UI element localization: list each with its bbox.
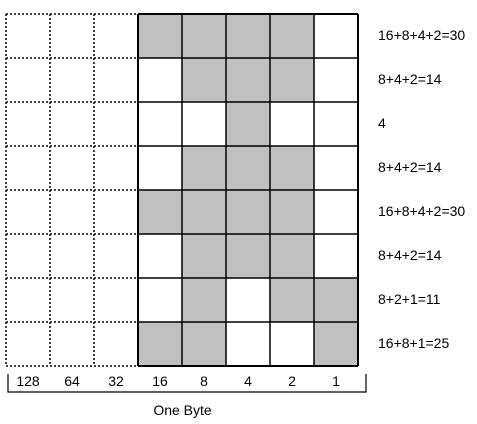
bit-weight-128: 128	[16, 373, 40, 389]
bit-weight-32: 32	[108, 373, 124, 389]
bit-cell-r5-c8-off	[314, 190, 358, 234]
bit-cell-r5-c6-on	[226, 190, 270, 234]
bit-cell-r3-c8-off	[314, 102, 358, 146]
bit-cell-r6-c1-off	[6, 234, 50, 278]
bit-cell-r1-c8-off	[314, 14, 358, 58]
bit-cell-r6-c4-off	[138, 234, 182, 278]
bit-cell-r7-c3-off	[94, 278, 138, 322]
byte-caption: One Byte	[153, 402, 212, 418]
bit-cell-r3-c1-off	[6, 102, 50, 146]
bit-cell-r2-c3-off	[94, 58, 138, 102]
bit-cell-r8-c1-off	[6, 322, 50, 366]
bit-cell-r2-c8-off	[314, 58, 358, 102]
bit-cell-r1-c4-on	[138, 14, 182, 58]
bit-weight-1: 1	[332, 373, 340, 389]
bit-cell-r5-c2-off	[50, 190, 94, 234]
bit-cell-r1-c1-off	[6, 14, 50, 58]
bit-cell-r6-c6-on	[226, 234, 270, 278]
bit-cell-r3-c7-off	[270, 102, 314, 146]
row-sum-3: 4	[378, 115, 386, 131]
bit-cell-r5-c3-off	[94, 190, 138, 234]
bit-cell-r5-c5-on	[182, 190, 226, 234]
bit-cell-r7-c2-off	[50, 278, 94, 322]
bit-cell-r1-c6-on	[226, 14, 270, 58]
bit-cell-r4-c5-on	[182, 146, 226, 190]
bit-cell-r3-c5-off	[182, 102, 226, 146]
bit-cell-r6-c7-on	[270, 234, 314, 278]
bit-cell-r2-c1-off	[6, 58, 50, 102]
bit-cell-r6-c5-on	[182, 234, 226, 278]
bit-weight-8: 8	[200, 373, 208, 389]
bit-cell-r7-c1-off	[6, 278, 50, 322]
bit-weight-2: 2	[288, 373, 296, 389]
byte-bracket	[7, 374, 367, 393]
bit-cell-r7-c5-on	[182, 278, 226, 322]
bit-cell-r3-c4-off	[138, 102, 182, 146]
bit-cell-r7-c8-on	[314, 278, 358, 322]
bit-cell-r6-c8-off	[314, 234, 358, 278]
bit-cell-r4-c3-off	[94, 146, 138, 190]
bit-cell-r8-c2-off	[50, 322, 94, 366]
bit-cell-r1-c7-on	[270, 14, 314, 58]
bit-cell-r2-c6-on	[226, 58, 270, 102]
bit-cell-r7-c4-off	[138, 278, 182, 322]
bit-cell-r4-c4-off	[138, 146, 182, 190]
row-sum-2: 8+4+2=14	[378, 71, 442, 87]
bit-cell-r7-c6-off	[226, 278, 270, 322]
bit-cell-r2-c2-off	[50, 58, 94, 102]
row-sum-1: 16+8+4+2=30	[378, 27, 466, 43]
bit-cell-r8-c5-on	[182, 322, 226, 366]
bit-cell-r4-c2-off	[50, 146, 94, 190]
bit-cell-r8-c4-on	[138, 322, 182, 366]
bit-cell-r4-c8-off	[314, 146, 358, 190]
bit-cell-r1-c5-on	[182, 14, 226, 58]
row-sum-4: 8+4+2=14	[378, 159, 442, 175]
bit-cell-r6-c2-off	[50, 234, 94, 278]
bit-cell-r1-c3-off	[94, 14, 138, 58]
row-sum-8: 16+8+1=25	[378, 335, 450, 351]
bit-cell-r2-c4-off	[138, 58, 182, 102]
bit-cell-r5-c1-off	[6, 190, 50, 234]
row-sum-6: 8+4+2=14	[378, 247, 442, 263]
row-sum-5: 16+8+4+2=30	[378, 203, 466, 219]
bit-weight-64: 64	[64, 373, 80, 389]
bit-cell-r3-c2-off	[50, 102, 94, 146]
bit-weight-4: 4	[244, 373, 252, 389]
bit-cell-r2-c5-on	[182, 58, 226, 102]
bit-cell-r2-c7-on	[270, 58, 314, 102]
bit-cell-r8-c7-off	[270, 322, 314, 366]
bit-cell-r7-c7-on	[270, 278, 314, 322]
bit-cell-r6-c3-off	[94, 234, 138, 278]
bit-cell-r4-c7-on	[270, 146, 314, 190]
bit-cell-r5-c7-on	[270, 190, 314, 234]
bit-cell-r8-c3-off	[94, 322, 138, 366]
bit-cell-r3-c6-on	[226, 102, 270, 146]
row-sum-7: 8+2+1=11	[378, 291, 441, 307]
bit-cell-r8-c6-off	[226, 322, 270, 366]
bit-cell-r1-c2-off	[50, 14, 94, 58]
bit-cell-r5-c4-on	[138, 190, 182, 234]
bit-weight-16: 16	[152, 373, 168, 389]
bit-cell-r3-c3-off	[94, 102, 138, 146]
bit-cell-r4-c6-on	[226, 146, 270, 190]
bit-cell-r4-c1-off	[6, 146, 50, 190]
bit-cell-r8-c8-on	[314, 322, 358, 366]
